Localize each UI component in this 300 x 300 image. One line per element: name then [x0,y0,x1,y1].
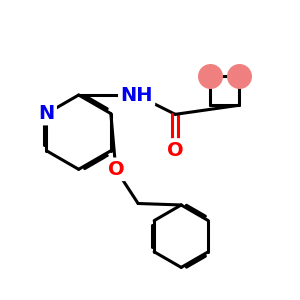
Text: NH: NH [120,85,153,104]
Text: O: O [107,160,124,179]
Text: N: N [38,104,55,123]
Text: O: O [167,140,184,160]
